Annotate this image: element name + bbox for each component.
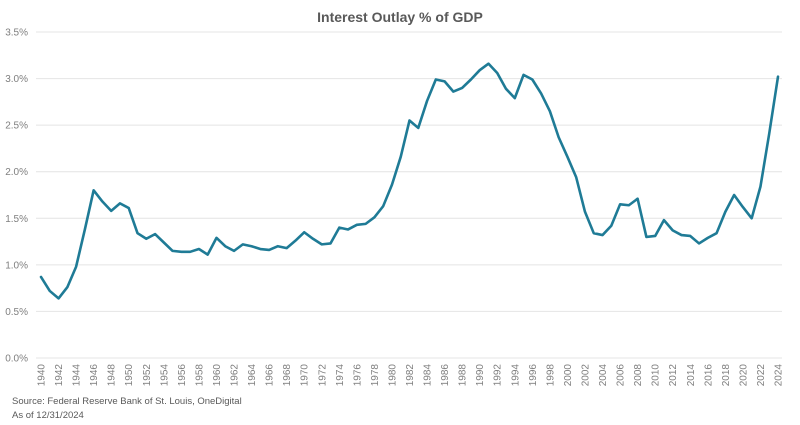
x-tick-label: 2012 — [668, 364, 679, 387]
x-tick-label: 2004 — [598, 364, 609, 387]
gridlines — [36, 31, 782, 359]
x-tick-label: 1998 — [545, 364, 556, 387]
x-tick-label: 1966 — [265, 364, 276, 387]
y-tick-label: 1.0% — [5, 260, 28, 271]
y-tick-label: 2.0% — [5, 167, 28, 178]
x-tick-label: 1954 — [159, 364, 170, 387]
x-tick-label: 2024 — [774, 364, 785, 387]
x-tick-label: 2006 — [616, 364, 627, 387]
x-tick-label: 1940 — [37, 364, 48, 387]
x-tick-label: 1958 — [194, 364, 205, 387]
x-tick-label: 2000 — [563, 364, 574, 387]
x-tick-label: 2002 — [580, 364, 591, 387]
x-tick-label: 1976 — [352, 364, 363, 387]
x-tick-label: 2018 — [721, 364, 732, 387]
x-tick-label: 1978 — [370, 364, 381, 387]
x-axis-ticks: 1940 1942 1944 1946 1948 1950 1952 1954 1956 1958… — [37, 364, 785, 387]
y-tick-label: 2.5% — [5, 121, 28, 132]
x-tick-label: 1942 — [54, 364, 65, 387]
x-tick-label: 1944 — [72, 364, 83, 387]
x-tick-label: 1994 — [510, 364, 521, 387]
x-tick-label: 1984 — [423, 364, 434, 387]
y-tick-label: 3.0% — [5, 74, 28, 85]
x-tick-label: 1972 — [317, 364, 328, 387]
x-tick-label: 1992 — [493, 364, 504, 387]
x-tick-label: 1950 — [124, 364, 135, 387]
x-tick-label: 1956 — [177, 364, 188, 387]
x-tick-label: 2008 — [633, 364, 644, 387]
x-tick-label: 1982 — [405, 364, 416, 387]
x-tick-label: 1990 — [475, 364, 486, 387]
y-tick-label: 0.0% — [5, 354, 28, 365]
x-tick-label: 1986 — [440, 364, 451, 387]
x-tick-label: 1962 — [230, 364, 241, 387]
x-tick-label: 1968 — [282, 364, 293, 387]
x-tick-label: 1952 — [142, 364, 153, 387]
y-tick-label: 3.5% — [5, 28, 28, 39]
x-tick-label: 2016 — [703, 364, 714, 387]
x-tick-label: 1970 — [300, 364, 311, 387]
as-of-note: As of 12/31/2024 — [12, 410, 84, 421]
source-note: Source: Federal Reserve Bank of St. Loui… — [12, 396, 242, 407]
x-tick-label: 1960 — [212, 364, 223, 387]
x-tick-label: 1964 — [247, 364, 258, 387]
x-tick-label: 1980 — [387, 364, 398, 387]
x-tick-label: 2010 — [651, 364, 662, 387]
y-tick-label: 1.5% — [5, 214, 28, 225]
x-tick-label: 1974 — [335, 364, 346, 387]
x-tick-label: 1948 — [107, 364, 118, 387]
x-tick-label: 1996 — [528, 364, 539, 387]
y-tick-label: 0.5% — [5, 307, 28, 318]
x-tick-label: 1946 — [89, 364, 100, 387]
x-tick-label: 2022 — [756, 364, 767, 387]
x-tick-label: 1988 — [458, 364, 469, 387]
series-layer — [39, 62, 780, 300]
y-axis-ticks: 0.0% 0.5% 1.0% 1.5% 2.0% 2.5% 3.0% 3.5% — [5, 28, 28, 365]
series-line-interest-outlay — [39, 62, 780, 300]
chart-title: Interest Outlay % of GDP — [317, 9, 483, 25]
x-tick-label: 2020 — [738, 364, 749, 387]
x-tick-label: 2014 — [686, 364, 697, 387]
